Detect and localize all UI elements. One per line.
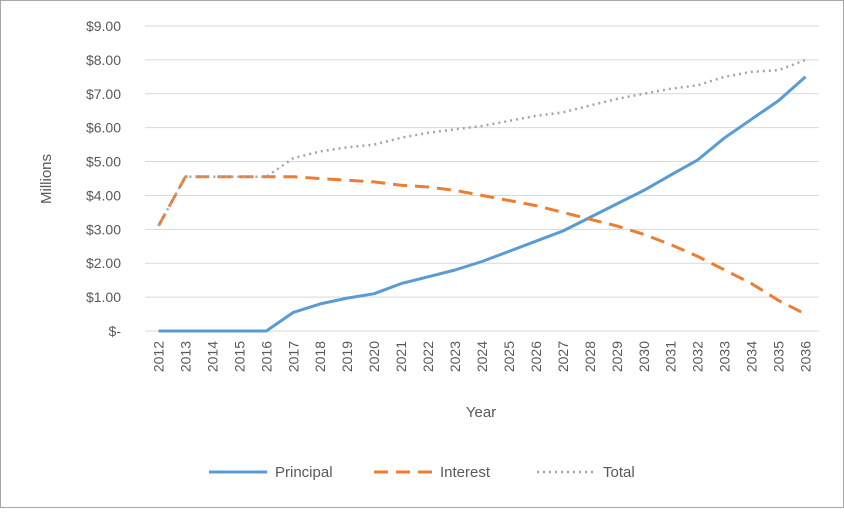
x-tick-label: 2027 [555, 341, 571, 372]
x-tick-label: 2029 [609, 341, 625, 372]
legend-label-principal: Principal [275, 464, 333, 481]
x-tick-label: 2019 [339, 341, 355, 372]
y-axis-label: Millions [38, 154, 55, 204]
y-axis-ticks: $- $1.00 $2.00 $3.00 $4.00 $5.00 $6.00 $7.00 $8.… [86, 18, 121, 339]
x-tick-label: 2013 [177, 341, 193, 372]
legend-label-total: Total [603, 464, 635, 481]
x-tick-label: 2017 [285, 341, 301, 372]
series-lines [157, 58, 807, 333]
x-tick-label: 2032 [690, 341, 706, 372]
y-tick-label: $5.00 [86, 154, 121, 170]
y-tick-label: $6.00 [86, 120, 121, 136]
x-tick-label: 2020 [366, 341, 382, 372]
x-tick-label: 2026 [528, 341, 544, 372]
x-tick-label: 2021 [393, 341, 409, 372]
legend-label-interest: Interest [440, 464, 491, 481]
x-axis-ticks: 2012 2013 2014 2015 2016 2017 2018 2019 2020 2021… [150, 341, 813, 372]
y-tick-label: $9.00 [86, 18, 121, 34]
y-tick-label: $7.00 [86, 86, 121, 102]
x-tick-label: 2014 [204, 341, 220, 372]
y-tick-label: $2.00 [86, 255, 121, 271]
y-tick-label: $8.00 [86, 52, 121, 68]
x-tick-label: 2022 [420, 341, 436, 372]
x-tick-label: 2023 [447, 341, 463, 372]
x-tick-label: 2028 [582, 341, 598, 372]
x-tick-label: 2034 [744, 341, 760, 372]
x-tick-label: 2036 [798, 341, 814, 372]
series-line-principal [158, 75, 807, 333]
x-tick-label: 2025 [501, 341, 517, 372]
x-tick-label: 2012 [150, 341, 166, 372]
x-tick-label: 2015 [231, 341, 247, 372]
y-tick-label: $4.00 [86, 187, 121, 203]
x-tick-label: 2030 [636, 341, 652, 372]
y-tick-label: $3.00 [86, 221, 121, 237]
y-tick-label: $- [109, 323, 122, 339]
x-tick-label: 2031 [663, 341, 679, 372]
x-tick-label: 2035 [771, 341, 787, 372]
x-tick-label: 2018 [312, 341, 328, 372]
y-tick-label: $1.00 [86, 289, 121, 305]
gridlines [145, 25, 819, 332]
x-tick-label: 2033 [717, 341, 733, 372]
x-axis-label: Year [466, 404, 496, 421]
x-tick-label: 2024 [474, 341, 490, 372]
x-tick-label: 2016 [258, 341, 274, 372]
series-line-interest [157, 175, 807, 316]
series-line-total [157, 58, 806, 227]
legend: Principal Interest Total [209, 464, 635, 481]
